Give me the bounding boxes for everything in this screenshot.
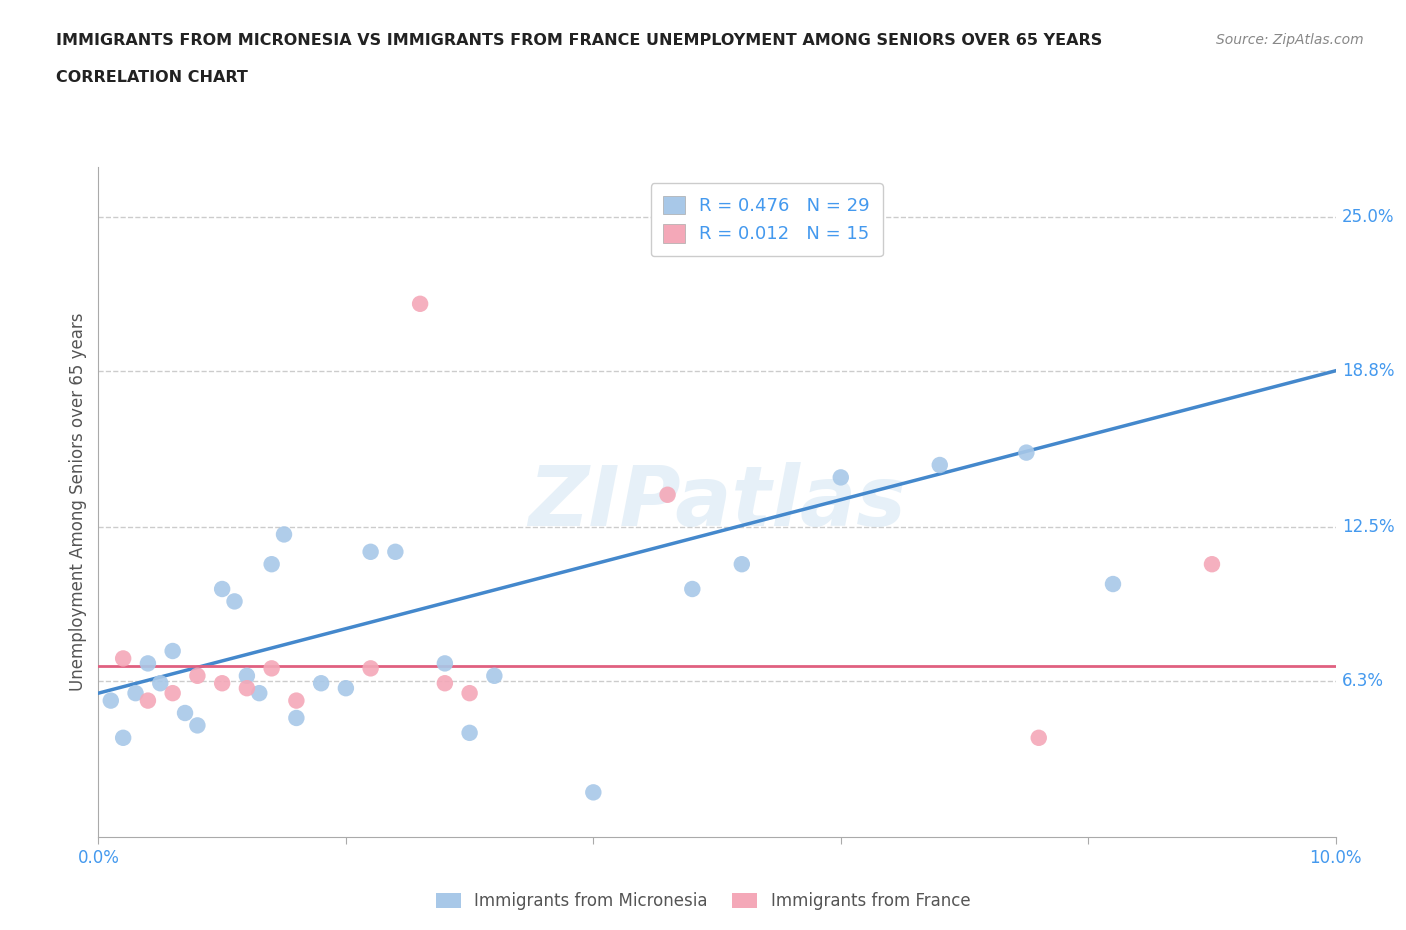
Point — [174, 706, 197, 721]
Point — [1201, 557, 1223, 572]
Legend: R = 0.476   N = 29, R = 0.012   N = 15: R = 0.476 N = 29, R = 0.012 N = 15 — [651, 183, 883, 256]
Text: 12.5%: 12.5% — [1341, 518, 1395, 536]
Y-axis label: Unemployment Among Seniors over 65 years: Unemployment Among Seniors over 65 years — [69, 313, 87, 691]
Point — [433, 676, 456, 691]
Point — [1015, 445, 1038, 460]
Point — [657, 487, 679, 502]
Point — [1102, 577, 1125, 591]
Legend: Immigrants from Micronesia, Immigrants from France: Immigrants from Micronesia, Immigrants f… — [429, 885, 977, 917]
Point — [136, 656, 159, 671]
Point — [136, 693, 159, 708]
Point — [186, 718, 208, 733]
Text: IMMIGRANTS FROM MICRONESIA VS IMMIGRANTS FROM FRANCE UNEMPLOYMENT AMONG SENIORS : IMMIGRANTS FROM MICRONESIA VS IMMIGRANTS… — [56, 33, 1102, 47]
Point — [162, 685, 184, 700]
Point — [285, 693, 308, 708]
Point — [384, 544, 406, 559]
Point — [260, 557, 283, 572]
Point — [360, 544, 382, 559]
Point — [484, 669, 506, 684]
Text: CORRELATION CHART: CORRELATION CHART — [56, 70, 247, 85]
Text: Source: ZipAtlas.com: Source: ZipAtlas.com — [1216, 33, 1364, 46]
Point — [112, 651, 135, 666]
Point — [149, 676, 172, 691]
Point — [309, 676, 332, 691]
Point — [458, 685, 481, 700]
Point — [124, 685, 146, 700]
Point — [224, 594, 246, 609]
Point — [409, 297, 432, 312]
Point — [236, 669, 259, 684]
Text: 6.3%: 6.3% — [1341, 671, 1384, 690]
Point — [285, 711, 308, 725]
Point — [273, 527, 295, 542]
Point — [335, 681, 357, 696]
Point — [360, 661, 382, 676]
Point — [1028, 730, 1050, 745]
Point — [928, 458, 950, 472]
Text: ZIPatlas: ZIPatlas — [529, 461, 905, 543]
Point — [681, 581, 703, 596]
Text: 18.8%: 18.8% — [1341, 362, 1395, 379]
Point — [731, 557, 754, 572]
Point — [247, 685, 270, 700]
Point — [186, 669, 208, 684]
Point — [162, 644, 184, 658]
Point — [260, 661, 283, 676]
Point — [112, 730, 135, 745]
Point — [211, 581, 233, 596]
Point — [211, 676, 233, 691]
Point — [433, 656, 456, 671]
Point — [582, 785, 605, 800]
Text: 25.0%: 25.0% — [1341, 208, 1395, 226]
Point — [830, 470, 852, 485]
Point — [458, 725, 481, 740]
Point — [236, 681, 259, 696]
Point — [100, 693, 122, 708]
